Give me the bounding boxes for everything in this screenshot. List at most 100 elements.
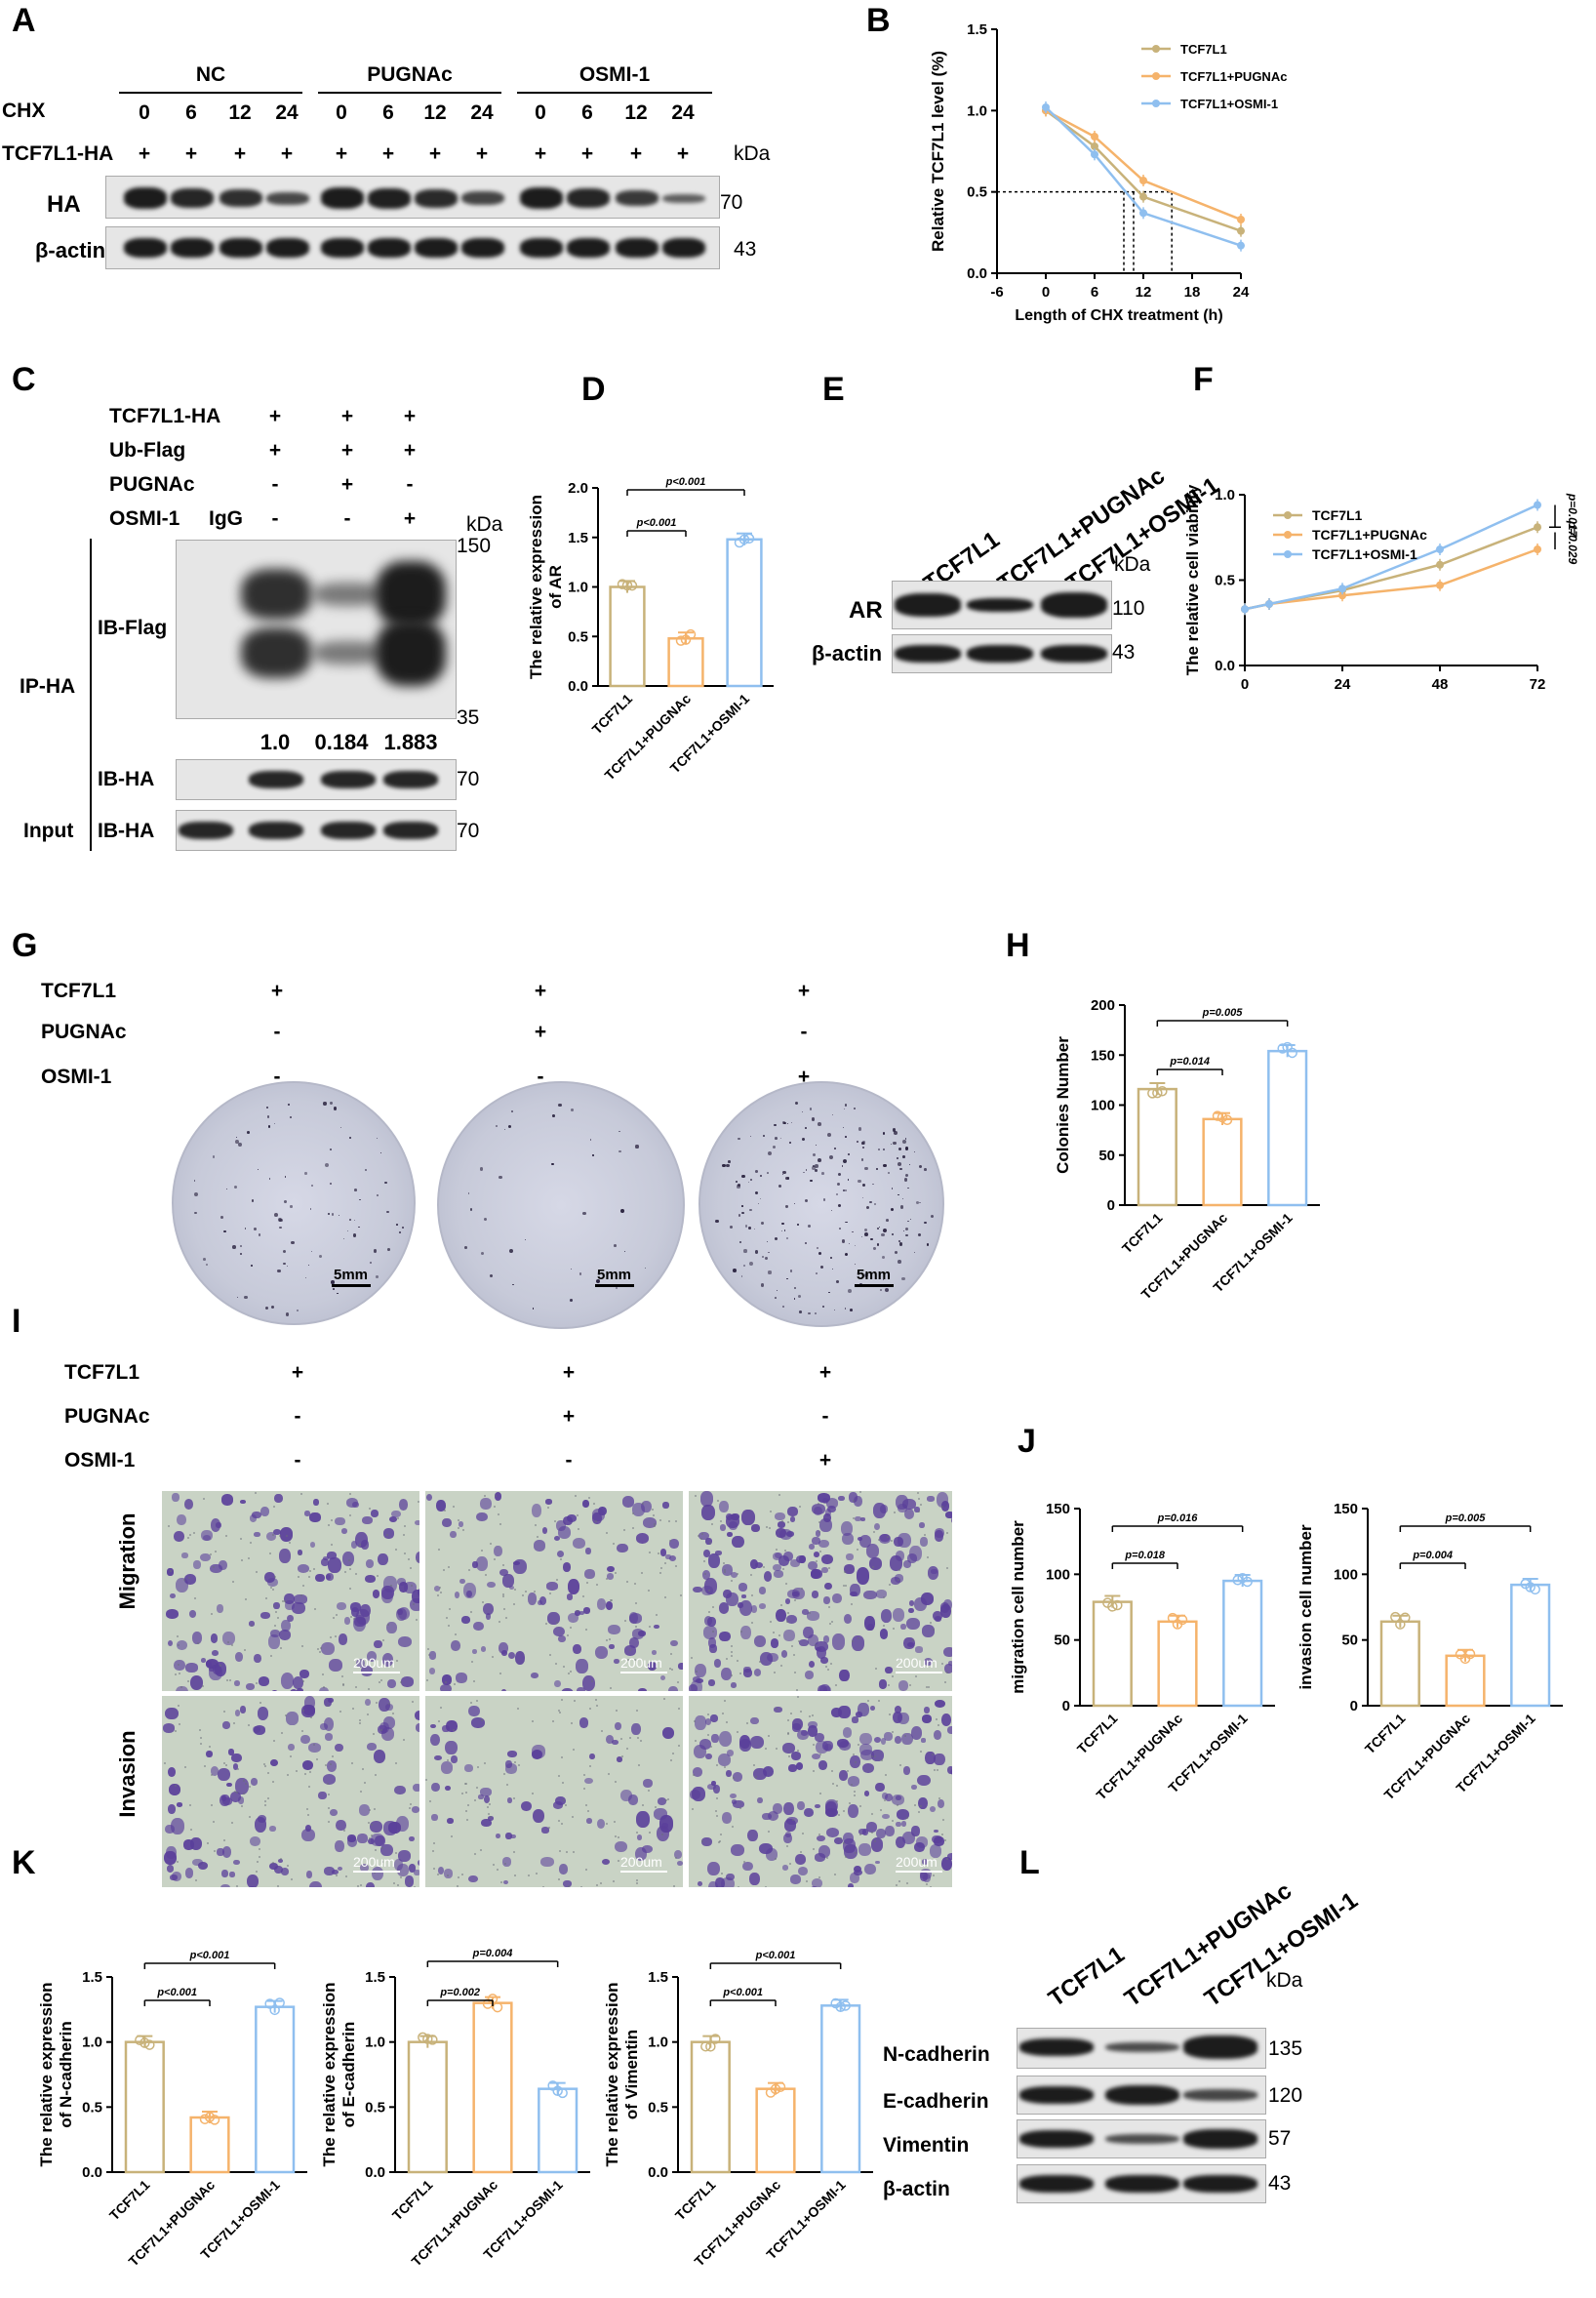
pore [403,1533,406,1536]
y-tick-label: 0.0 [967,265,987,282]
pore [723,1561,726,1564]
pore [675,1519,678,1522]
pore [737,1731,739,1734]
pore [818,1521,820,1524]
pore [490,1543,493,1546]
plus-sign: + [280,142,294,165]
colony [194,1191,199,1196]
y-tick-label: 150 [1334,1501,1358,1517]
pore [370,1823,373,1826]
scale-bar [620,1871,667,1873]
cell [695,1663,707,1678]
sign: - [294,1449,301,1472]
cell [715,1877,726,1887]
cell [840,1521,854,1537]
cell [373,1590,380,1598]
x-tick-label: TCF7L1 [1362,1711,1409,1757]
cell [265,1532,277,1542]
cell [365,1698,372,1707]
cell [541,1527,548,1535]
cell [617,1544,628,1553]
pore [913,1804,916,1807]
pore [504,1616,507,1619]
colony [828,1154,833,1159]
cell [321,1641,335,1656]
colony [797,1224,799,1226]
pore [447,1565,450,1568]
cell [640,1500,652,1513]
colony [873,1247,876,1250]
colony [349,1218,352,1221]
cell [950,1517,952,1524]
cell [231,1754,243,1763]
pore [273,1740,276,1743]
cell [563,1562,572,1572]
colony [899,1205,904,1209]
cell [361,1666,374,1676]
cell [704,1718,712,1726]
colony [902,1198,904,1200]
colony [904,1147,909,1150]
cell [816,1530,821,1537]
legend-marker [1284,531,1292,539]
cell [415,1552,419,1564]
cell [817,1493,830,1504]
cell [309,1880,323,1887]
pore [215,1550,218,1552]
cell [790,1875,802,1884]
colony [805,1242,808,1245]
pore [558,1711,561,1713]
colony [902,1140,907,1145]
colony [337,1292,339,1295]
pore [853,1790,856,1793]
pore [769,1526,772,1529]
colony [220,1216,223,1219]
cell [552,1801,564,1810]
cell [854,1865,862,1874]
colony [618,1149,621,1153]
cell [812,1537,821,1545]
pore [724,1569,727,1572]
cell [280,1868,290,1876]
replicate-point [1242,1576,1253,1588]
pore [920,1750,923,1753]
lane-label: TCF7L1 [1044,1941,1130,2013]
pore [786,1733,789,1736]
cell [532,1808,545,1824]
pore [513,1588,516,1591]
c-row-label-2: PUGNAc [109,473,195,496]
cell [698,1881,703,1887]
y-tick-label: 0 [1062,1698,1070,1714]
pore [854,1852,857,1855]
pore [357,1884,360,1887]
pore [680,1594,683,1597]
colony [329,1148,333,1150]
pore [605,1578,608,1581]
replicate-point [1287,1047,1297,1059]
colony [846,1221,848,1224]
cell [923,1706,930,1713]
colony [786,1277,788,1280]
colony [722,1163,726,1168]
colony [370,1261,372,1264]
plus-sign: + [534,142,547,165]
colony [785,1205,788,1208]
pore [386,1623,389,1626]
pore [809,1611,812,1614]
scale-bar [896,1672,942,1673]
pore [498,1620,500,1623]
pore [775,1747,778,1750]
pore [637,1764,640,1767]
pore [640,1739,643,1742]
cell [335,1516,345,1525]
pore [872,1566,875,1569]
colony [644,1267,647,1270]
pore [698,1534,700,1537]
cell [442,1518,452,1528]
pore [183,1765,186,1768]
pore [531,1793,534,1795]
cell [461,1616,471,1625]
cell [823,1635,830,1643]
data-point [1534,501,1541,509]
colony [783,1229,786,1231]
